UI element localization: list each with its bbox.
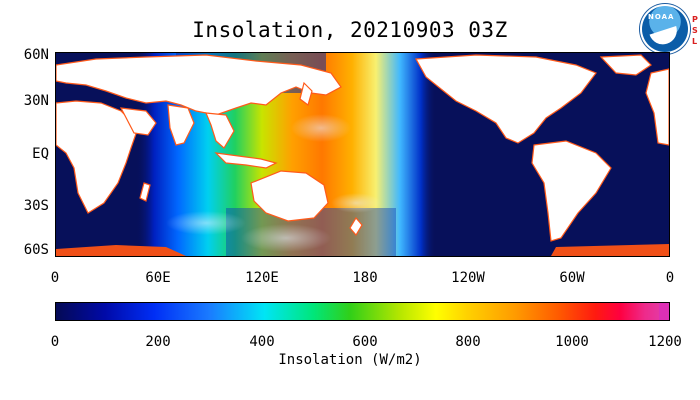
psl-logo: P S L xyxy=(692,14,700,47)
greenland xyxy=(599,54,652,76)
lon-tick-60e: 60E xyxy=(145,270,171,286)
noaa-logo-icon: NOAA xyxy=(640,4,690,54)
madagascar xyxy=(139,182,151,202)
north-america xyxy=(415,54,597,144)
colorbar-tick-800: 800 xyxy=(455,334,481,350)
lon-tick-180: 180 xyxy=(352,270,378,286)
lat-tick-60s: 60S xyxy=(23,242,49,258)
africa xyxy=(56,100,139,214)
lat-tick-eq: EQ xyxy=(32,146,49,162)
new-zealand xyxy=(349,216,363,237)
europe-africa-east-edge xyxy=(645,68,669,146)
cloud-patch xyxy=(331,193,381,213)
lat-tick-30n: 30N xyxy=(23,93,49,109)
noaa-logo-text: NOAA xyxy=(648,13,675,21)
antarctic-strip-west xyxy=(56,245,186,256)
indochina xyxy=(205,112,235,149)
insolation-colorbar xyxy=(55,302,670,321)
colorbar-tick-600: 600 xyxy=(352,334,378,350)
landmasses xyxy=(56,54,669,242)
map-svg xyxy=(56,53,669,256)
australia xyxy=(250,170,329,222)
colorbar-tick-400: 400 xyxy=(249,334,275,350)
colorbar-tick-0: 0 xyxy=(50,334,60,350)
antarctic-strip-east xyxy=(551,244,669,256)
lon-tick-120w: 120W xyxy=(451,270,485,286)
india xyxy=(167,104,195,146)
cloud-patch xyxy=(291,114,351,142)
psl-letter-l: L xyxy=(692,37,698,46)
lon-tick-60w: 60W xyxy=(559,270,585,286)
lon-tick-0-end: 0 xyxy=(665,270,675,286)
colorbar-label: Insolation (W/m2) xyxy=(278,352,422,368)
lon-tick-0: 0 xyxy=(50,270,60,286)
south-america xyxy=(531,140,612,242)
insolation-map xyxy=(55,52,670,257)
arabia xyxy=(119,107,157,136)
psl-letter-p: P xyxy=(692,15,698,24)
map-title: Insolation, 20210903 03Z xyxy=(192,18,508,42)
lat-tick-60n: 60N xyxy=(23,47,49,63)
logo-group: NOAA P S L xyxy=(640,2,698,60)
cloud-patch xyxy=(166,211,246,235)
eurasia xyxy=(56,54,342,116)
colorbar-tick-1000: 1000 xyxy=(555,334,589,350)
japan xyxy=(299,81,313,107)
cloud-patch xyxy=(241,224,331,252)
psl-letter-s: S xyxy=(692,26,698,35)
colorbar-tick-200: 200 xyxy=(145,334,171,350)
colorbar-tick-1200: 1200 xyxy=(648,334,682,350)
lat-tick-30s: 30S xyxy=(23,198,49,214)
lon-tick-120e: 120E xyxy=(245,270,279,286)
indonesia xyxy=(214,152,278,169)
